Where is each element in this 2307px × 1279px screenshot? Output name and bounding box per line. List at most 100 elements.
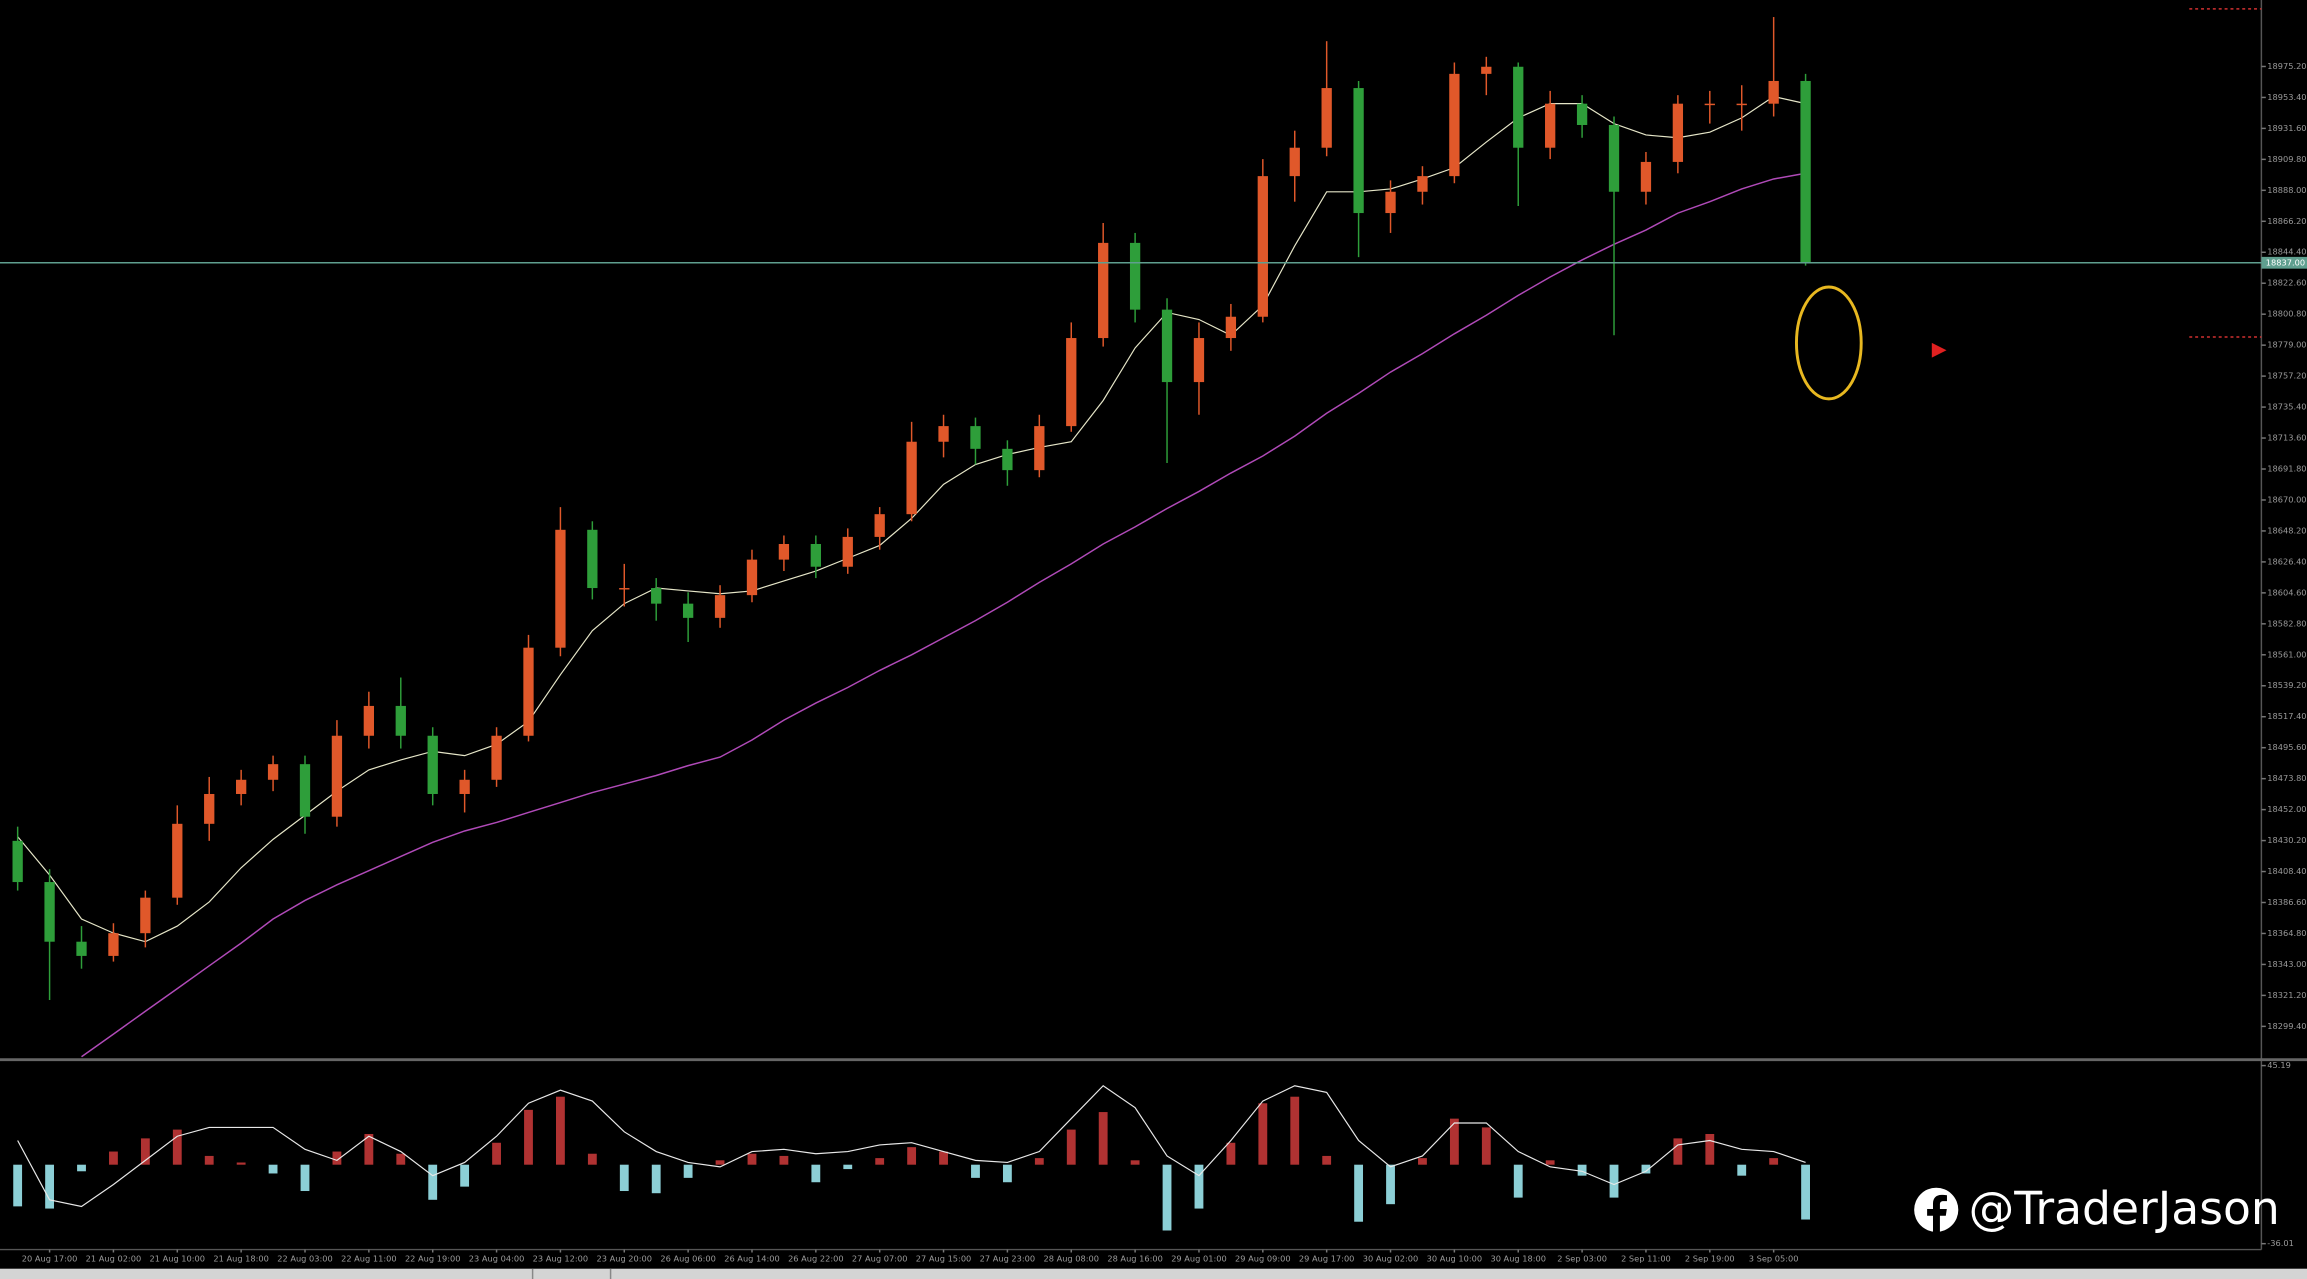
histogram-bar [172, 1129, 182, 1165]
x-tick-label: 22 Aug 19:00 [405, 1254, 461, 1264]
histogram-bar [1386, 1164, 1395, 1205]
candle-body [1257, 176, 1268, 317]
y-tick-label: 18561.00 [2267, 649, 2306, 659]
histogram-bar [1577, 1164, 1587, 1176]
y-tick-label: 18473.80 [2267, 773, 2306, 783]
candle-body [299, 764, 311, 817]
histogram-bar [907, 1147, 917, 1165]
histogram-bar [715, 1160, 725, 1165]
candle-body [778, 544, 790, 560]
histogram-bar [109, 1151, 118, 1165]
y-tick-label: 18975.20 [2267, 61, 2306, 71]
candle-body [1161, 309, 1173, 383]
candle-body [1129, 242, 1141, 310]
y-tick-label: 18909.80 [2267, 154, 2306, 164]
candle-body [874, 514, 885, 537]
highlight-ellipse [1794, 285, 1863, 401]
histogram-bar [268, 1164, 278, 1174]
x-tick-label: 27 Aug 07:00 [852, 1254, 908, 1264]
histogram-bar [1290, 1096, 1300, 1165]
candle-body [459, 779, 470, 794]
x-tick-label: 2 Sep 19:00 [1685, 1254, 1735, 1264]
tab-bar [0, 1268, 2307, 1279]
candle-body [619, 588, 630, 590]
x-tick-label: 29 Aug 01:00 [1171, 1254, 1227, 1264]
y-tick-label: 18408.40 [2267, 866, 2306, 876]
y-tick-label: 18779.00 [2267, 340, 2306, 350]
histogram-bar [236, 1162, 246, 1165]
x-tick-label: 21 Aug 10:00 [150, 1254, 206, 1264]
histogram-bar [300, 1164, 310, 1192]
histogram-bar [651, 1164, 661, 1194]
x-tick-label: 28 Aug 16:00 [1107, 1254, 1163, 1264]
candle-body [427, 735, 438, 794]
histogram-bar [1226, 1142, 1236, 1165]
y-tick-label: 18517.40 [2267, 711, 2306, 721]
candle-body [12, 840, 23, 883]
histogram-bar [1769, 1158, 1779, 1165]
histogram-bar [1162, 1164, 1172, 1231]
x-tick-label: 2 Sep 11:00 [1621, 1254, 1671, 1264]
y-tick-label: 18495.60 [2267, 742, 2306, 752]
y-tick-label: 18343.00 [2267, 959, 2306, 969]
histogram-bar [428, 1164, 438, 1200]
candle-body [363, 705, 375, 736]
candle-body [746, 559, 758, 596]
y-tick-label: 18582.80 [2267, 618, 2306, 628]
candle-body [1193, 338, 1205, 383]
histogram-bar [779, 1155, 789, 1165]
candle-body [587, 529, 598, 589]
marks: 18299.40 18321.20 18343.00 18364.80 18386.60… [0, 17, 2307, 1264]
candle-body [682, 603, 694, 618]
x-tick-label: 22 Aug 03:00 [277, 1254, 333, 1264]
histogram-bar [1034, 1158, 1044, 1165]
candle-body [1608, 124, 1620, 192]
candle-body [1066, 338, 1077, 427]
candle-body [1800, 80, 1811, 263]
candle-body [331, 735, 343, 817]
candle-body [1768, 80, 1779, 104]
histogram-bar [13, 1164, 23, 1207]
histogram-bar [587, 1153, 597, 1165]
y-tick-label: -36.01 [2267, 1238, 2294, 1248]
y-tick-label: 18691.80 [2267, 464, 2306, 474]
histogram-bar [1673, 1138, 1683, 1165]
x-tick-label: 21 Aug 02:00 [86, 1254, 142, 1264]
candle-body [491, 735, 502, 780]
histogram-bar [1449, 1118, 1459, 1165]
histogram-bar [1418, 1158, 1427, 1165]
histogram-bar [332, 1151, 342, 1165]
x-tick-label: 23 Aug 20:00 [597, 1254, 653, 1264]
candle-body [1672, 103, 1684, 162]
candle-body [1034, 426, 1045, 471]
candle-body [1385, 191, 1396, 214]
histogram-bar [1098, 1112, 1108, 1165]
candle-body [1417, 176, 1428, 192]
x-tick-label: 30 Aug 02:00 [1363, 1254, 1419, 1264]
histogram-bar [1801, 1164, 1810, 1220]
y-tick-label: 18800.80 [2267, 309, 2306, 319]
y-tick-label: 18364.80 [2267, 928, 2306, 938]
y-tick-label: 18648.20 [2267, 525, 2306, 535]
candle-body [1704, 103, 1715, 106]
y-tick-label: 18822.60 [2267, 278, 2306, 288]
histogram-bar [1481, 1127, 1491, 1165]
watermark-text: @TraderJason [1969, 1182, 2280, 1235]
histogram-bar [1513, 1164, 1523, 1198]
histogram-bar [364, 1133, 374, 1165]
candle-body [235, 779, 247, 794]
candle-body [267, 764, 279, 780]
indicator-line [81, 172, 1806, 1058]
y-tick-label: 18735.40 [2267, 402, 2306, 412]
price-tag [2261, 256, 2307, 269]
candle-body [204, 793, 215, 824]
y-tick-label: 18888.00 [2267, 185, 2306, 195]
candle-body [1289, 147, 1300, 177]
histogram-bar [1705, 1133, 1715, 1165]
x-tick-label: 27 Aug 23:00 [980, 1254, 1036, 1264]
candle-body [1545, 103, 1556, 148]
histogram-bar [460, 1164, 470, 1187]
histogram-bar [1130, 1160, 1140, 1165]
histogram-bar [77, 1164, 86, 1172]
watermark: @TraderJason [1914, 1182, 2280, 1235]
